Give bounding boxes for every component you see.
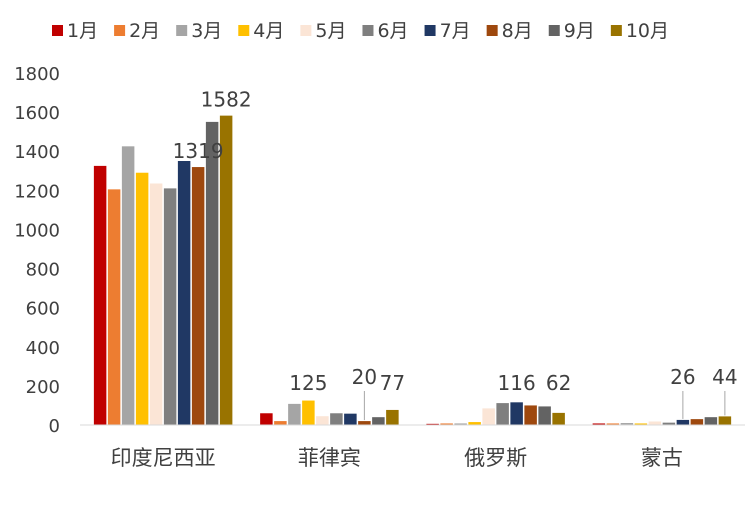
data-label: 62 <box>546 371 571 395</box>
bar <box>676 419 690 425</box>
bar <box>718 416 732 425</box>
legend-label: 2月 <box>129 20 160 42</box>
legend-swatch <box>486 25 498 36</box>
legend-swatch <box>238 25 250 36</box>
data-label: 116 <box>498 371 536 395</box>
leader-lines <box>363 391 726 421</box>
legend-label: 5月 <box>315 20 346 42</box>
legend-label: 9月 <box>564 20 595 42</box>
data-labels: 1319 1582 125 20 77 116 62 26 44 <box>173 88 738 395</box>
bar <box>386 409 399 425</box>
x-category-label: 俄罗斯 <box>464 446 527 470</box>
bar <box>135 172 149 425</box>
legend-swatch <box>52 25 63 36</box>
bar <box>372 417 385 425</box>
bar <box>316 416 329 425</box>
bar <box>690 419 704 425</box>
bar <box>482 408 495 425</box>
y-tick-label: 1600 <box>14 103 60 124</box>
x-category-label: 印度尼西亚 <box>111 446 216 470</box>
data-label: 125 <box>289 371 327 395</box>
legend-label: 4月 <box>253 20 284 42</box>
x-axis: 印度尼西亚 菲律宾 俄罗斯 蒙古 <box>111 446 683 470</box>
x-category-label: 蒙古 <box>641 446 683 470</box>
bar <box>260 413 273 425</box>
bar <box>163 188 177 425</box>
bar <box>177 161 191 425</box>
legend-label: 6月 <box>377 20 408 42</box>
legend-label: 7月 <box>440 20 471 42</box>
bar <box>344 413 357 425</box>
legend-swatch <box>300 25 312 36</box>
bar <box>149 183 163 425</box>
x-category-label: 菲律宾 <box>298 446 361 470</box>
legend-label: 3月 <box>191 20 222 42</box>
bar <box>620 423 634 425</box>
bar <box>524 405 537 425</box>
bar <box>496 403 509 425</box>
bar <box>358 421 371 425</box>
data-label: 1582 <box>201 88 252 112</box>
bar <box>330 413 343 425</box>
bar <box>606 423 620 425</box>
bar <box>121 146 135 425</box>
bar <box>107 189 121 425</box>
bar <box>426 423 439 425</box>
bar <box>704 417 718 425</box>
bar <box>454 423 467 425</box>
data-label: 1319 <box>173 139 224 163</box>
y-tick-label: 1800 <box>14 64 60 85</box>
bar <box>468 422 481 425</box>
legend-swatch <box>610 25 622 36</box>
legend-swatch <box>424 25 436 36</box>
data-label: 44 <box>712 365 737 389</box>
bar <box>288 403 301 425</box>
bar <box>191 167 205 425</box>
legend: 1月 2月 3月 4月 5月 6月 7月 8月 9月 10月 <box>52 20 669 42</box>
legend-swatch <box>114 25 126 36</box>
y-tick-label: 1000 <box>14 220 60 241</box>
bar <box>538 406 551 425</box>
y-tick-label: 1200 <box>14 181 60 202</box>
y-tick-label: 200 <box>26 377 60 398</box>
data-label: 20 <box>352 365 377 389</box>
bar <box>205 121 219 425</box>
legend-swatch <box>176 25 188 36</box>
bar <box>648 421 662 425</box>
bar <box>93 165 107 425</box>
bar <box>552 412 565 425</box>
legend-label: 8月 <box>502 20 533 42</box>
y-axis: 0 200 400 600 800 1000 1200 1400 1600 1800 <box>14 64 60 437</box>
y-tick-label: 400 <box>26 338 60 359</box>
y-tick-label: 0 <box>49 416 60 437</box>
bar <box>592 423 606 425</box>
legend-swatch <box>548 25 560 36</box>
y-tick-label: 600 <box>26 299 60 320</box>
bar <box>440 423 453 425</box>
legend-label: 1月 <box>67 20 98 42</box>
bar <box>274 421 287 425</box>
bar <box>510 402 523 425</box>
bar <box>662 422 676 425</box>
bar <box>634 423 648 425</box>
bar <box>302 400 315 425</box>
y-tick-label: 800 <box>26 260 60 281</box>
data-label: 77 <box>380 371 405 395</box>
y-tick-label: 1400 <box>14 142 60 163</box>
bars <box>93 115 732 425</box>
legend-label: 10月 <box>626 20 669 42</box>
bar <box>219 115 233 425</box>
legend-swatch <box>362 25 374 36</box>
data-label: 26 <box>670 365 695 389</box>
